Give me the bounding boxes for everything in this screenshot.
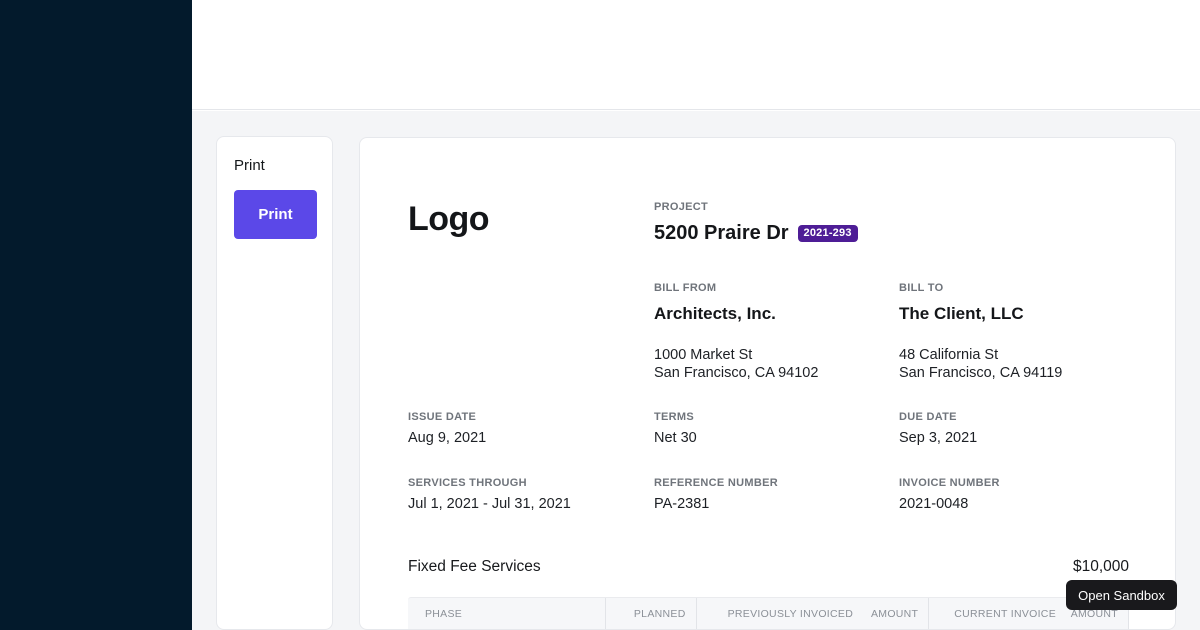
reference-number-label: REFERENCE NUMBER bbox=[654, 477, 778, 489]
bill-to-address: 48 California St San Francisco, CA 94119 bbox=[899, 347, 1062, 382]
bill-from-label: BILL FROM bbox=[654, 282, 717, 294]
column-header-current-invoice: CURRENT INVOICE bbox=[954, 607, 1056, 620]
issue-date-label: ISSUE DATE bbox=[408, 411, 477, 423]
print-panel-title: Print bbox=[234, 157, 265, 174]
issue-date-value: Aug 9, 2021 bbox=[408, 430, 487, 446]
column-header-planned: PLANNED bbox=[604, 598, 696, 629]
project-name: 5200 Praire Dr bbox=[654, 222, 789, 244]
project-number-badge: 2021-293 bbox=[797, 225, 858, 242]
project-label: PROJECT bbox=[654, 201, 709, 213]
project-title-row: 5200 Praire Dr 2021-293 bbox=[654, 222, 858, 245]
bill-from-address-line2: San Francisco, CA 94102 bbox=[654, 364, 819, 381]
services-section-title: Fixed Fee Services bbox=[408, 558, 541, 575]
column-group-current-invoice: CURRENT INVOICE AMOUNT bbox=[928, 598, 1128, 629]
bill-to-label: BILL TO bbox=[899, 282, 944, 294]
bill-to-name: The Client, LLC bbox=[899, 304, 1024, 323]
print-panel: Print Print bbox=[216, 136, 333, 630]
bill-to-address-line1: 48 California St bbox=[899, 347, 999, 363]
invoice-number-value: 2021-0048 bbox=[899, 496, 969, 512]
column-group-previously-invoiced: PREVIOUSLY INVOICED AMOUNT bbox=[695, 598, 929, 629]
due-date-value: Sep 3, 2021 bbox=[899, 430, 978, 446]
reference-number-value: PA-2381 bbox=[654, 496, 710, 512]
column-header-phase: PHASE bbox=[425, 607, 463, 620]
phases-table-header: PHASE PLANNED PREVIOUSLY INVOICED AMOUNT… bbox=[408, 597, 1129, 629]
column-header-current-amount: AMOUNT bbox=[1070, 607, 1118, 620]
open-sandbox-button[interactable]: Open Sandbox bbox=[1066, 580, 1177, 610]
bill-to-address-line2: San Francisco, CA 94119 bbox=[899, 364, 1063, 381]
due-date-label: DUE DATE bbox=[899, 411, 957, 423]
bill-from-name: Architects, Inc. bbox=[654, 304, 776, 323]
bill-from-address: 1000 Market St San Francisco, CA 94102 bbox=[654, 347, 818, 382]
top-header bbox=[192, 0, 1200, 110]
services-section-amount: $10,000 bbox=[1072, 558, 1129, 575]
invoice-card: Logo PROJECT 5200 Praire Dr 2021-293 BIL… bbox=[359, 137, 1176, 630]
services-through-label: SERVICES THROUGH bbox=[408, 477, 527, 489]
services-through-value: Jul 1, 2021 - Jul 31, 2021 bbox=[408, 496, 571, 512]
column-header-previous-amount: AMOUNT bbox=[870, 607, 919, 620]
print-button[interactable]: Print bbox=[234, 190, 317, 239]
terms-label: TERMS bbox=[654, 411, 694, 423]
services-summary-row: Fixed Fee Services $10,000 bbox=[408, 558, 1129, 576]
column-header-previously-invoiced: PREVIOUSLY INVOICED bbox=[727, 607, 854, 620]
bill-from-address-line1: 1000 Market St bbox=[654, 347, 753, 363]
sidebar bbox=[0, 0, 192, 630]
company-logo: Logo bbox=[408, 200, 490, 238]
invoice-number-label: INVOICE NUMBER bbox=[899, 477, 1000, 489]
terms-value: Net 30 bbox=[654, 430, 697, 446]
